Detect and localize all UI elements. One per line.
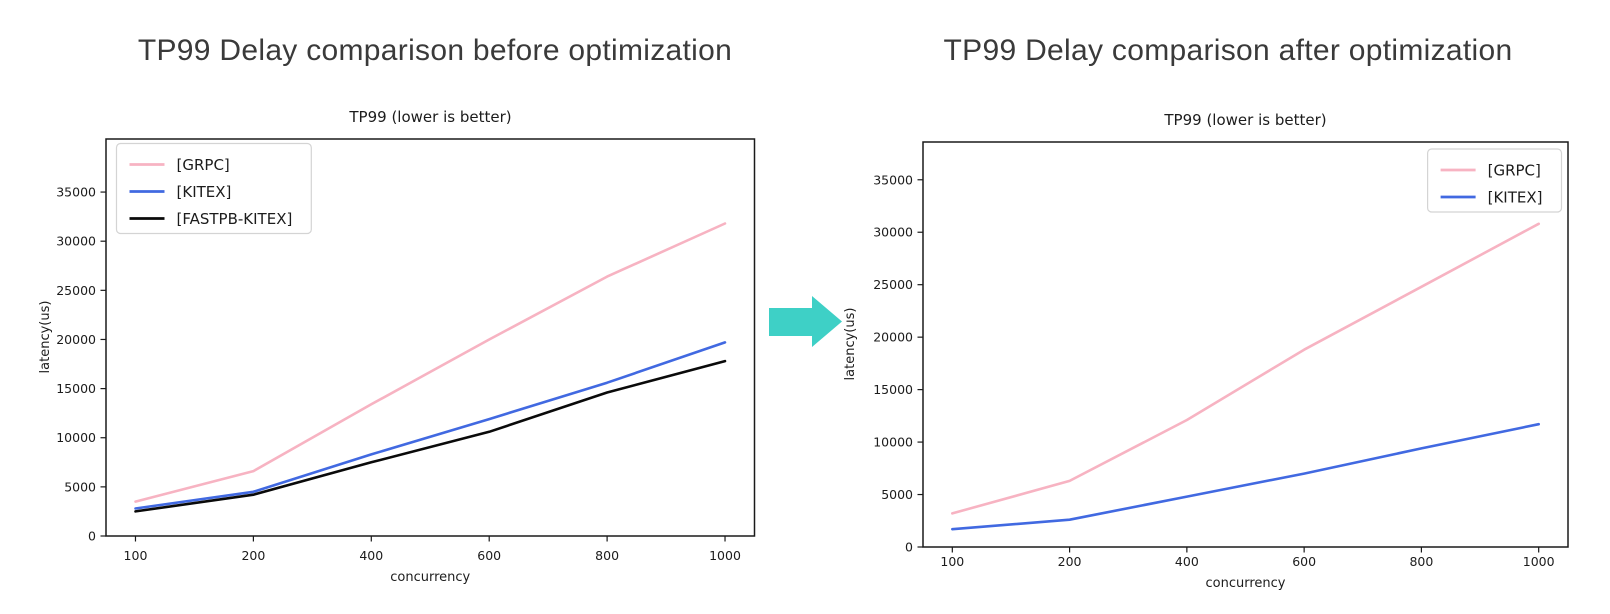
x-tick-label: 100 — [124, 548, 148, 563]
chart-after: TP99 (lower is better) 0 5000 10000 15000 200… — [843, 111, 1569, 591]
x-tick-label: 800 — [595, 548, 619, 563]
plot-border — [105, 138, 756, 537]
x-tick-label: 600 — [1292, 554, 1316, 569]
x-axis-label: concurrency — [390, 570, 470, 585]
x-tick-label: 1000 — [1523, 554, 1555, 569]
after-chart-heading: TP99 Delay comparison after optimization — [943, 34, 1513, 67]
legend-label: [FASTPB-KITEX] — [177, 210, 293, 228]
x-tick-label: 200 — [1058, 554, 1082, 569]
series-line-grpc — [134, 222, 727, 503]
transition-arrow-icon — [769, 296, 842, 347]
x-tick-label: 400 — [1175, 554, 1199, 569]
chart-before: TP99 (lower is better) 0 5000 10000 15000 200… — [38, 108, 756, 585]
before-chart-heading: TP99 Delay comparison before optimizatio… — [137, 34, 733, 67]
legend-label: [KITEX] — [1488, 189, 1543, 207]
y-tick-label: 0 — [88, 529, 96, 544]
series-line-fastpb-kitex — [134, 359, 727, 513]
y-tick-label: 35000 — [873, 172, 913, 187]
x-tick-label: 400 — [359, 548, 383, 563]
legend-label: [KITEX] — [177, 183, 232, 201]
y-tick-label: 25000 — [873, 277, 913, 292]
y-tick-label: 0 — [905, 540, 913, 555]
x-tick-label: 600 — [477, 548, 501, 563]
legend-label: [GRPC] — [1488, 162, 1541, 180]
series-line-kitex — [134, 341, 727, 510]
x-tick-label: 200 — [241, 548, 265, 563]
legend-label: [GRPC] — [177, 156, 230, 174]
y-tick-label: 20000 — [873, 330, 913, 345]
series-line-grpc — [950, 222, 1540, 515]
y-tick-label: 5000 — [64, 479, 96, 494]
y-tick-label: 35000 — [56, 185, 96, 200]
plot-border — [922, 141, 1569, 548]
y-tick-label: 20000 — [56, 332, 96, 347]
y-tick-label: 5000 — [881, 487, 913, 502]
x-tick-label: 100 — [940, 554, 964, 569]
y-tick-label: 15000 — [56, 381, 96, 396]
y-axis-label: latency(us) — [843, 308, 858, 381]
x-tick-label: 800 — [1409, 554, 1433, 569]
y-tick-label: 25000 — [56, 283, 96, 298]
y-axis-label: latency(us) — [38, 301, 53, 374]
y-tick-label: 30000 — [873, 225, 913, 240]
y-tick-label: 30000 — [56, 234, 96, 249]
x-tick-label: 1000 — [709, 548, 741, 563]
chart-title: TP99 (lower is better) — [348, 108, 511, 126]
legend-box — [115, 142, 312, 235]
x-axis-label: concurrency — [1206, 576, 1286, 591]
y-tick-label: 15000 — [873, 382, 913, 397]
series-line-kitex — [950, 422, 1540, 531]
chart-title: TP99 (lower is better) — [1163, 111, 1326, 129]
y-tick-label: 10000 — [873, 435, 913, 450]
y-tick-label: 10000 — [56, 430, 96, 445]
